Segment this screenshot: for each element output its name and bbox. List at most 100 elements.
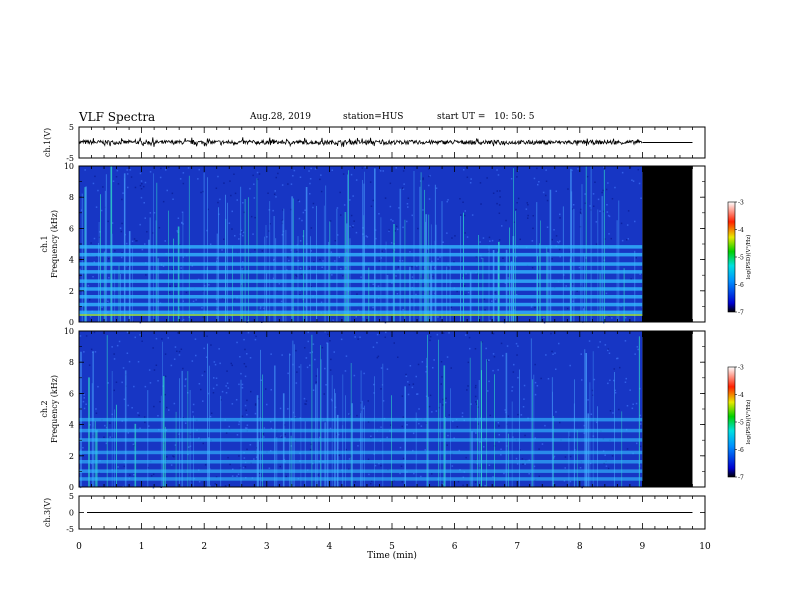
spectro2-noise (428, 405, 431, 408)
spectro2-noise (296, 371, 298, 373)
spectro1-noise (486, 177, 488, 179)
spectro2-noise (144, 421, 146, 424)
spectro2-noise (511, 386, 514, 388)
xtick-label: 1 (139, 542, 145, 552)
spectro1-noise (80, 209, 83, 211)
spectro2-noise (608, 352, 611, 354)
spectro1-noise (602, 189, 604, 192)
spectro1-noise (309, 193, 311, 195)
spectro1-noise (310, 286, 312, 288)
spectro2-noise (367, 458, 370, 461)
spectro1-noise (558, 248, 561, 251)
spectro2-noise (386, 436, 388, 439)
spectro2-band (79, 469, 643, 473)
spectro1-noise (97, 189, 99, 192)
spectro2-noise (238, 383, 240, 386)
spectro2-noise (138, 414, 140, 417)
spectro2-noise (415, 375, 417, 378)
spectro2-noise (626, 405, 629, 407)
spectro1-noise (243, 211, 246, 214)
spectro2-noise (128, 360, 131, 363)
spectro2-noise (540, 377, 542, 380)
spectro2-band (79, 438, 643, 442)
spectro2-noise (221, 390, 224, 393)
spectro2-noise (407, 393, 410, 396)
spectro1-noise (464, 210, 466, 212)
spectro2-noise (523, 398, 525, 400)
spectro2-noise (528, 473, 530, 475)
spectro1-noise (467, 291, 470, 294)
spectro2-noise (457, 480, 460, 483)
spectro2-noise (348, 468, 350, 470)
spectro1-noise (465, 272, 467, 275)
spectro1-noise (115, 176, 118, 178)
spectro2-noise (164, 393, 166, 396)
spectro2-noise (309, 352, 311, 354)
spectro1-noise (349, 225, 351, 228)
spectro1-noise (479, 182, 482, 184)
spectro1-noise (209, 243, 212, 245)
spectro2-noise (178, 350, 181, 353)
spectro1-noise (608, 215, 611, 218)
spectro1-noise (309, 182, 311, 185)
xtick-label: 8 (577, 542, 583, 552)
spectro1-noise (319, 258, 321, 261)
spectro1-noise (427, 248, 429, 250)
spectro2-noise (363, 372, 365, 375)
spectro1-noise (200, 191, 202, 194)
spectro2-noise (240, 372, 242, 375)
spectro2-noise (405, 375, 408, 377)
spectro2-noise (558, 342, 560, 345)
spectro2-no-data (642, 331, 693, 487)
spectro1-noise (624, 317, 627, 319)
spectro1-noise (304, 209, 306, 211)
spectro1-noise (242, 261, 244, 263)
spectro1-noise (240, 229, 243, 232)
spectro2-noise (445, 397, 447, 400)
spectro2-noise (497, 369, 499, 371)
spectro1-noise (603, 166, 605, 169)
spectro1-noise (95, 206, 98, 208)
spectro1-noise (422, 177, 424, 179)
spectro1-noise (274, 190, 276, 192)
panel2-ytick-label: 6 (69, 224, 74, 233)
spectro1-noise (631, 179, 633, 181)
spectro2-noise (544, 424, 546, 427)
spectro2-noise (604, 454, 606, 456)
spectro2-noise (411, 386, 414, 389)
spectro2-noise (312, 389, 315, 391)
spectro2-noise (85, 403, 87, 405)
spectro2-noise (294, 416, 296, 418)
spectro1-noise (496, 169, 498, 171)
spectro1-noise (242, 202, 244, 204)
spectro2-noise (176, 350, 178, 352)
spectro2-band (79, 428, 643, 433)
spectro1-noise (626, 239, 628, 241)
spectro2-noise (337, 480, 340, 482)
spectro2-noise (132, 443, 135, 446)
spectro1-noise (620, 222, 623, 225)
spectro1-noise (107, 220, 109, 223)
spectro1-noise (149, 171, 152, 173)
panel3-ytick-label: 8 (69, 358, 74, 367)
spectro2-noise (121, 381, 123, 384)
spectro2-noise (129, 474, 131, 476)
spectro2-noise (386, 368, 389, 370)
spectro1-noise (384, 197, 387, 199)
spectro2-noise (474, 386, 477, 389)
spectro2-noise (406, 424, 408, 426)
spectro2-noise (580, 353, 582, 355)
spectro2-noise (377, 355, 380, 358)
spectro2-noise (315, 381, 317, 383)
spectro1-noise (129, 169, 132, 171)
spectro2-noise (265, 388, 267, 390)
spectro1-noise (586, 175, 589, 178)
spectro1-noise (140, 180, 143, 182)
colorbar2-label: log(PSD)(V²/Hz) (745, 400, 752, 445)
spectro1-noise (362, 316, 364, 318)
spectro1-noise (416, 265, 418, 267)
spectro2-noise (104, 424, 106, 427)
spectro1-noise (482, 237, 485, 239)
spectro2-noise (253, 458, 255, 460)
spectro1-noise (497, 174, 500, 176)
